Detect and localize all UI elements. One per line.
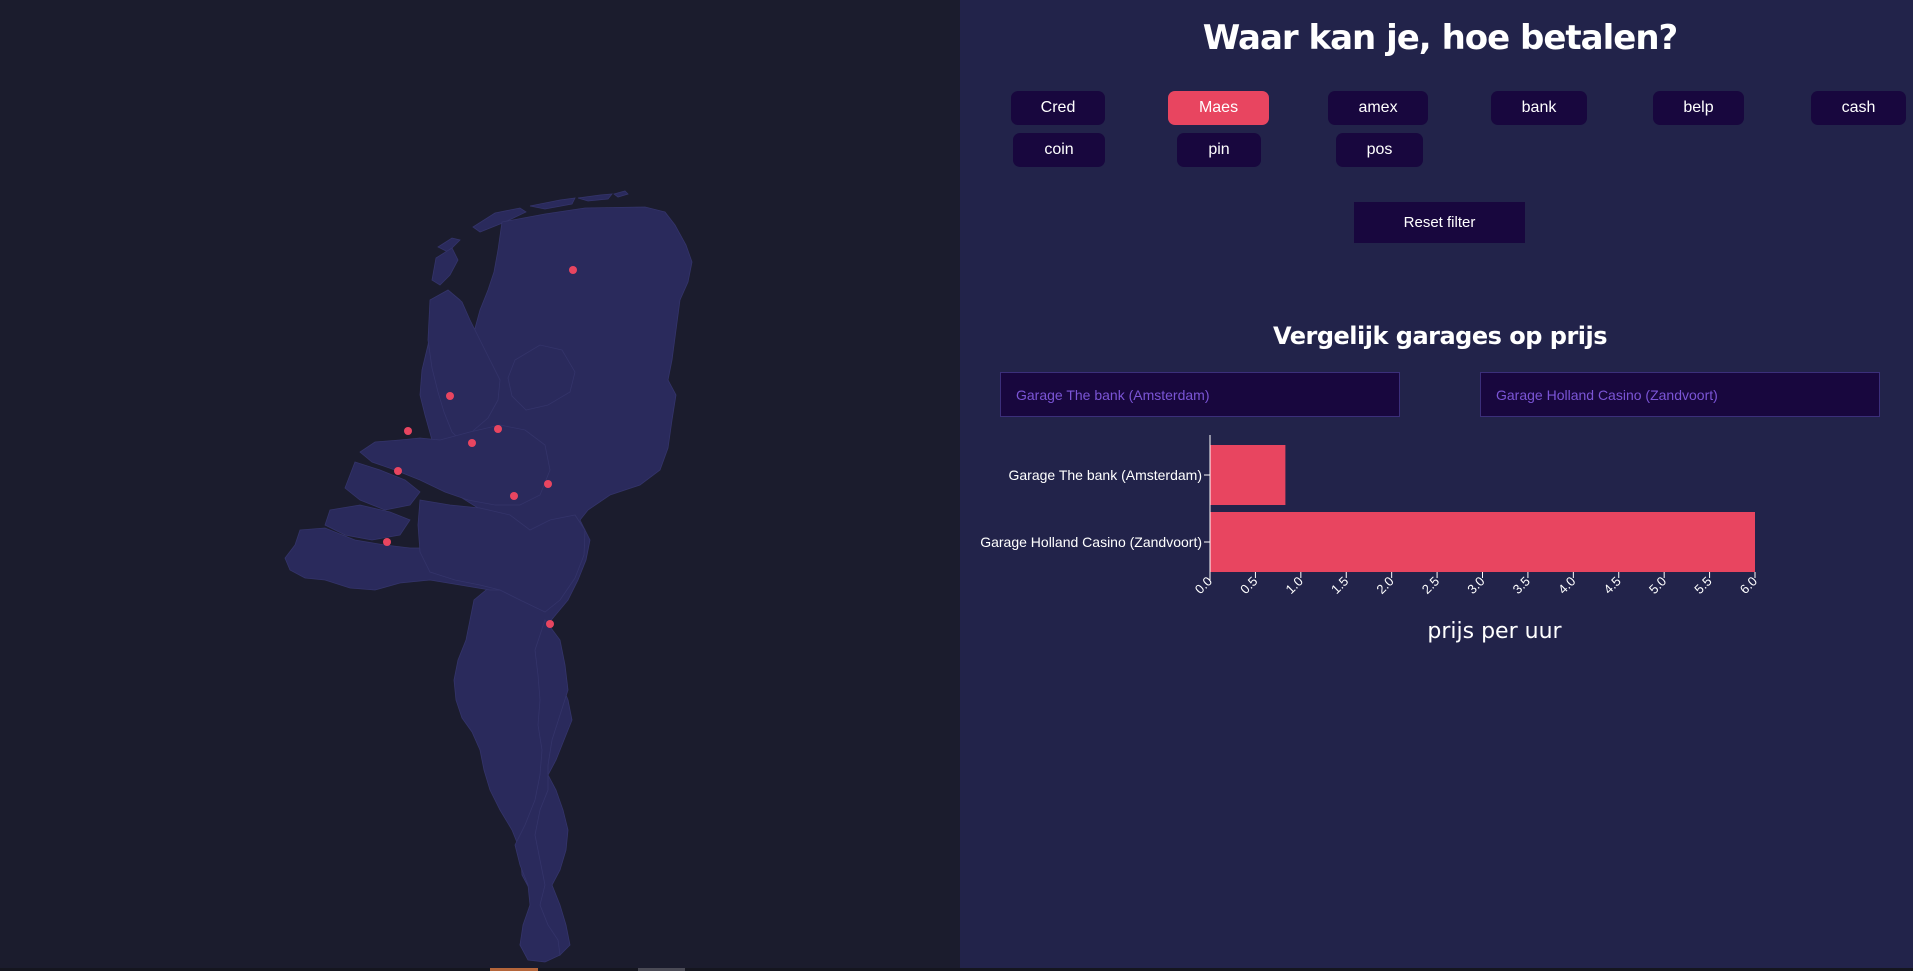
reset-filter-button[interactable]: Reset filter	[1354, 202, 1525, 243]
map-markers	[383, 266, 577, 628]
y-tick-label: Garage The bank (Amsterdam)	[1009, 467, 1203, 483]
filter-button-amex[interactable]: amex	[1328, 91, 1428, 125]
x-tick-label: 1.5	[1328, 574, 1351, 597]
price-bar-chart: Garage The bank (Amsterdam) Garage Hollan…	[980, 435, 1760, 644]
filter-button-pos[interactable]: pos	[1336, 133, 1423, 167]
taskbar-marker	[490, 968, 538, 971]
filter-button-belp[interactable]: belp	[1653, 91, 1744, 125]
map-panel	[0, 0, 960, 968]
x-axis-label: prijs per uur	[1427, 619, 1562, 644]
filter-button-bank[interactable]: bank	[1491, 91, 1587, 125]
x-tick-label: 1.0	[1283, 574, 1306, 597]
garage-marker[interactable]	[383, 538, 391, 546]
map-island	[577, 193, 613, 202]
map-region	[359, 424, 551, 506]
control-panel: Waar kan je, hoe betalen? Cred Maes amex…	[960, 0, 1913, 968]
x-tick-label: 4.5	[1600, 574, 1623, 597]
garage-marker[interactable]	[404, 427, 412, 435]
x-tick-label: 2.5	[1419, 574, 1442, 597]
x-tick-label: 3.5	[1510, 574, 1533, 597]
map-island	[472, 207, 527, 233]
x-tick-label: 3.0	[1464, 574, 1487, 597]
garage-marker[interactable]	[494, 425, 502, 433]
filter-button-pin[interactable]: pin	[1177, 133, 1261, 167]
garage-marker[interactable]	[468, 439, 476, 447]
x-tick-label: 0.5	[1237, 574, 1260, 597]
bar	[1210, 445, 1286, 505]
taskbar-marker	[638, 968, 685, 971]
x-tick-label: 0.0	[1192, 574, 1215, 597]
garage-marker[interactable]	[510, 492, 518, 500]
x-tick-label: 5.0	[1646, 574, 1669, 597]
map-region	[427, 289, 501, 443]
map-island	[613, 190, 629, 198]
compare-title: Vergelijk garages op prijs	[1272, 322, 1608, 350]
garage-marker[interactable]	[446, 392, 454, 400]
garage-marker[interactable]	[544, 480, 552, 488]
garage-select-left[interactable]: Garage The bank (Amsterdam)	[1000, 372, 1400, 417]
y-tick-label: Garage Holland Casino (Zandvoort)	[980, 534, 1202, 550]
filter-button-cash[interactable]: cash	[1811, 91, 1906, 125]
page-title: Waar kan je, hoe betalen?	[1202, 18, 1679, 58]
map-region	[507, 344, 576, 411]
filter-button-cred[interactable]: Cred	[1011, 91, 1105, 125]
map-region	[417, 499, 586, 613]
map-region	[344, 461, 421, 511]
bottom-scrollbar-track	[0, 968, 1913, 971]
garage-marker[interactable]	[569, 266, 577, 274]
map-island	[431, 247, 459, 286]
map-region	[324, 504, 411, 541]
filter-button-maes[interactable]: Maes	[1168, 91, 1269, 125]
garage-select-right[interactable]: Garage Holland Casino (Zandvoort)	[1480, 372, 1880, 417]
garage-marker[interactable]	[394, 467, 402, 475]
netherlands-map[interactable]	[0, 0, 960, 968]
x-tick-label: 5.5	[1691, 574, 1714, 597]
map-island	[437, 237, 461, 253]
x-tick-label: 2.0	[1373, 574, 1396, 597]
x-tick-label: 4.0	[1555, 574, 1578, 597]
filter-button-coin[interactable]: coin	[1013, 133, 1105, 167]
map-land	[284, 190, 693, 963]
bar	[1210, 512, 1755, 572]
x-tick-label: 6.0	[1737, 574, 1760, 597]
map-region	[514, 619, 569, 963]
garage-marker[interactable]	[546, 620, 554, 628]
map-island	[529, 197, 576, 210]
